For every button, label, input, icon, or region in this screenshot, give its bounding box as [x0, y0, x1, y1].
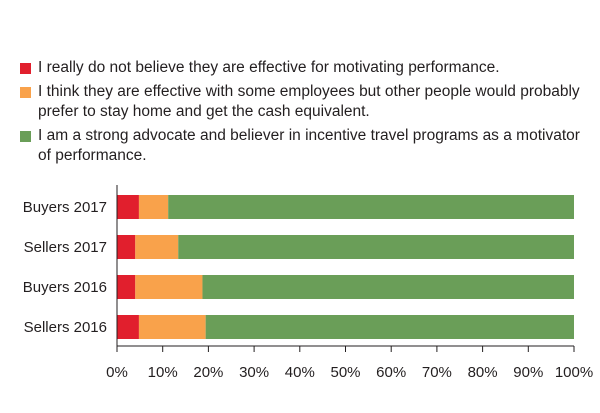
bar-sellers-2017-series-0 — [117, 235, 136, 259]
legend-swatch-green — [20, 131, 31, 142]
bar-sellers-2016-series-1 — [138, 315, 206, 339]
x-tick-label: 50% — [330, 364, 360, 381]
legend-label-some-employees: I think they are effective with some emp… — [38, 83, 580, 120]
category-label: Buyers 2016 — [23, 279, 107, 296]
bar-buyers-2016-series-0 — [117, 275, 136, 299]
category-label: Sellers 2017 — [24, 239, 107, 256]
stacked-bar-chart: Buyers 2017 Sellers 2017 Buyers 2016 Seller… — [23, 185, 593, 381]
x-tick-label: 90% — [513, 364, 543, 381]
category-label: Sellers 2016 — [24, 319, 107, 336]
bar-buyers-2017-series-0 — [117, 195, 139, 219]
bar-buyers-2016-series-1 — [135, 275, 203, 299]
bar-buyers-2016-series-2 — [202, 275, 575, 299]
legend-swatch-orange — [20, 87, 31, 98]
bar-sellers-2016-series-0 — [117, 315, 139, 339]
bar-sellers-2017-series-1 — [135, 235, 179, 259]
x-tick-label: 70% — [422, 364, 452, 381]
x-tick-label: 40% — [285, 364, 315, 381]
x-tick-label: 80% — [468, 364, 498, 381]
legend-label-not-effective: I really do not believe they are effecti… — [38, 59, 500, 76]
category-label: Buyers 2017 — [23, 199, 107, 216]
bar-sellers-2016-series-2 — [205, 315, 574, 339]
legend-label-strong-advocate: I am a strong advocate and believer in i… — [38, 127, 580, 164]
legend-item-some-employees: I think they are effective with some emp… — [20, 82, 595, 122]
bar-buyers-2017-series-2 — [168, 195, 574, 219]
x-tick-label: 60% — [376, 364, 406, 381]
x-tick-label: 20% — [193, 364, 223, 381]
bar-buyers-2017-series-1 — [138, 195, 169, 219]
legend-item-not-effective: I really do not believe they are effecti… — [20, 58, 595, 78]
x-tick-label: 0% — [106, 364, 128, 381]
x-tick-label: 100% — [555, 364, 593, 381]
legend-swatch-red — [20, 63, 31, 74]
bar-sellers-2017-series-2 — [178, 235, 574, 259]
x-tick-label: 10% — [148, 364, 178, 381]
legend-item-strong-advocate: I am a strong advocate and believer in i… — [20, 126, 595, 166]
legend: I really do not believe they are effecti… — [20, 58, 595, 170]
x-tick-label: 30% — [239, 364, 269, 381]
